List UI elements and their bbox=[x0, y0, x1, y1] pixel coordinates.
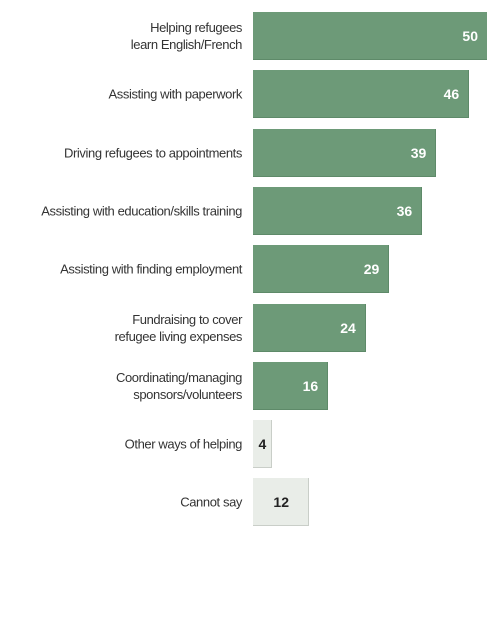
bar-value-label: 50 bbox=[462, 28, 478, 44]
bar bbox=[253, 420, 272, 469]
bar bbox=[253, 361, 329, 410]
category-label: Driving refugees to appointments bbox=[64, 145, 242, 161]
bar-value-label: 12 bbox=[273, 494, 289, 511]
bar bbox=[253, 478, 310, 527]
category-label: Helping refugees learn English/French bbox=[130, 20, 243, 52]
category-label: Assisting with education/skills training bbox=[41, 203, 242, 219]
category-label: Assisting with finding employment bbox=[60, 261, 242, 277]
bar bbox=[253, 186, 423, 235]
bar-value-label: 29 bbox=[363, 261, 380, 278]
bar-value-label: 24 bbox=[340, 319, 356, 336]
bar bbox=[253, 70, 470, 119]
bar bbox=[253, 12, 487, 60]
bar-value-label: 39 bbox=[410, 144, 427, 161]
category-label: Cannot say bbox=[180, 494, 242, 510]
category-label: Assisting with paperwork bbox=[108, 86, 243, 102]
bar-value-label: 4 bbox=[258, 436, 267, 453]
category-label: Coordinating/managing sponsors/volunteer… bbox=[115, 369, 242, 402]
bar bbox=[253, 245, 390, 294]
category-label: Fundraising to cover refugee living expe… bbox=[114, 311, 243, 344]
bar bbox=[253, 303, 366, 352]
bar-value-label: 46 bbox=[443, 86, 460, 103]
category-label: Other ways of helping bbox=[124, 436, 243, 452]
bar bbox=[253, 128, 437, 177]
bar-value-label: 36 bbox=[396, 202, 413, 219]
bar-value-label: 16 bbox=[302, 377, 319, 394]
